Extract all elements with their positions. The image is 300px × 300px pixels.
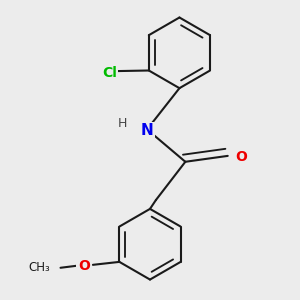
Text: N: N xyxy=(141,123,153,138)
Text: Cl: Cl xyxy=(102,66,117,80)
Text: O: O xyxy=(235,150,247,164)
Text: O: O xyxy=(78,259,90,273)
Text: H: H xyxy=(118,117,127,130)
Text: CH₃: CH₃ xyxy=(29,261,50,274)
